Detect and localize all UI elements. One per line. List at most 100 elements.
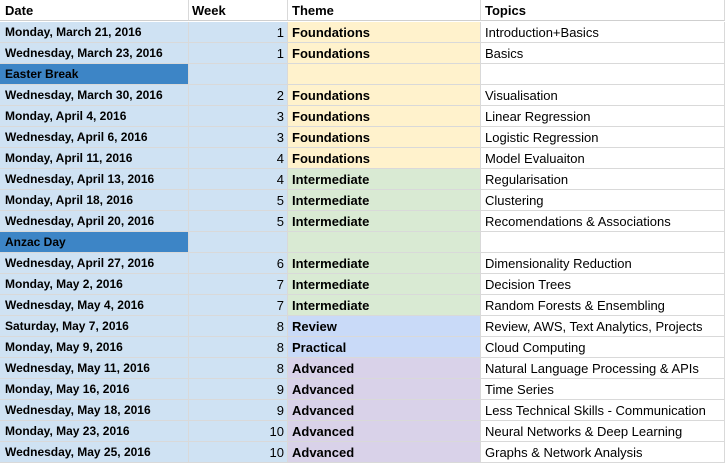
theme-cell[interactable]: Foundations [288,43,481,64]
theme-cell[interactable]: Foundations [288,148,481,169]
topic-cell[interactable]: Decision Trees [481,274,725,295]
theme-cell[interactable]: Intermediate [288,211,481,232]
week-cell[interactable]: 8 [189,337,288,358]
table-row: Monday, April 18, 2016 5 Intermediate Clust… [0,190,725,211]
theme-cell[interactable]: Review [288,316,481,337]
table-row: Monday, March 21, 2016 1 Foundations Introd… [0,22,725,43]
date-cell[interactable]: Monday, March 21, 2016 [0,22,189,43]
table-row: Wednesday, April 6, 2016 3 Foundations Logi… [0,127,725,148]
week-cell[interactable]: 2 [189,85,288,106]
week-cell[interactable]: 7 [189,274,288,295]
theme-cell[interactable]: Advanced [288,442,481,463]
topic-cell[interactable]: Neural Networks & Deep Learning [481,421,725,442]
date-cell[interactable]: Wednesday, May 25, 2016 [0,442,189,463]
theme-cell[interactable]: Intermediate [288,253,481,274]
date-cell[interactable]: Wednesday, April 6, 2016 [0,127,189,148]
topic-cell[interactable]: Model Evaluaiton [481,148,725,169]
theme-cell[interactable]: Intermediate [288,295,481,316]
topic-cell[interactable]: Logistic Regression [481,127,725,148]
date-cell[interactable]: Wednesday, March 30, 2016 [0,85,189,106]
week-cell[interactable]: 8 [189,316,288,337]
header-week[interactable]: Week [189,0,288,21]
week-cell[interactable]: 9 [189,400,288,421]
theme-cell[interactable]: Foundations [288,85,481,106]
table-row: Wednesday, May 18, 2016 9 Advanced Less Tec… [0,400,725,421]
topic-cell[interactable] [481,232,725,253]
topic-cell[interactable]: Linear Regression [481,106,725,127]
theme-cell[interactable] [288,232,481,253]
table-row: Monday, May 16, 2016 9 Advanced Time Series [0,379,725,400]
table-row: Anzac Day [0,232,725,253]
date-cell[interactable]: Wednesday, May 18, 2016 [0,400,189,421]
theme-cell[interactable]: Foundations [288,127,481,148]
week-cell[interactable]: 10 [189,421,288,442]
theme-cell[interactable]: Intermediate [288,169,481,190]
week-cell[interactable]: 9 [189,379,288,400]
table-row: Monday, April 4, 2016 3 Foundations Linear … [0,106,725,127]
date-cell[interactable]: Monday, May 16, 2016 [0,379,189,400]
week-cell[interactable]: 10 [189,442,288,463]
date-cell[interactable]: Wednesday, April 20, 2016 [0,211,189,232]
week-cell[interactable]: 5 [189,211,288,232]
topic-cell[interactable]: Regularisation [481,169,725,190]
week-cell[interactable]: 1 [189,43,288,64]
topic-cell[interactable]: Review, AWS, Text Analytics, Projects [481,316,725,337]
week-cell[interactable]: 1 [189,22,288,43]
week-cell[interactable]: 4 [189,169,288,190]
week-cell[interactable] [189,64,288,85]
table-row: Wednesday, May 11, 2016 8 Advanced Natural … [0,358,725,379]
week-cell[interactable]: 3 [189,106,288,127]
topic-cell[interactable]: Natural Language Processing & APIs [481,358,725,379]
date-cell[interactable]: Monday, April 18, 2016 [0,190,189,211]
theme-cell[interactable]: Practical [288,337,481,358]
theme-cell[interactable]: Intermediate [288,190,481,211]
topic-cell[interactable]: Introduction+Basics [481,22,725,43]
date-cell[interactable]: Wednesday, April 27, 2016 [0,253,189,274]
topic-cell[interactable]: Random Forests & Ensembling [481,295,725,316]
break-label-cell[interactable]: Anzac Day [0,232,189,253]
topic-cell[interactable] [481,64,725,85]
week-cell[interactable]: 3 [189,127,288,148]
week-cell[interactable]: 8 [189,358,288,379]
topic-cell[interactable]: Recomendations & Associations [481,211,725,232]
theme-cell[interactable] [288,64,481,85]
date-cell[interactable]: Monday, May 2, 2016 [0,274,189,295]
table-row: Wednesday, April 27, 2016 6 Intermediate Di… [0,253,725,274]
theme-cell[interactable]: Advanced [288,400,481,421]
date-cell[interactable]: Monday, April 11, 2016 [0,148,189,169]
topic-cell[interactable]: Clustering [481,190,725,211]
date-cell[interactable]: Monday, May 23, 2016 [0,421,189,442]
date-cell[interactable]: Wednesday, May 11, 2016 [0,358,189,379]
topic-cell[interactable]: Time Series [481,379,725,400]
break-label-cell[interactable]: Easter Break [0,64,189,85]
week-cell[interactable]: 7 [189,295,288,316]
theme-cell[interactable]: Advanced [288,358,481,379]
week-cell[interactable]: 5 [189,190,288,211]
week-cell[interactable] [189,232,288,253]
topic-cell[interactable]: Dimensionality Reduction [481,253,725,274]
topic-cell[interactable]: Cloud Computing [481,337,725,358]
table-row: Monday, April 11, 2016 4 Foundations Model … [0,148,725,169]
week-cell[interactable]: 6 [189,253,288,274]
table-row: Wednesday, May 25, 2016 10 Advanced Graphs … [0,442,725,463]
week-cell[interactable]: 4 [189,148,288,169]
theme-cell[interactable]: Foundations [288,22,481,43]
table-row: Easter Break [0,64,725,85]
topic-cell[interactable]: Graphs & Network Analysis [481,442,725,463]
date-cell[interactable]: Wednesday, March 23, 2016 [0,43,189,64]
theme-cell[interactable]: Intermediate [288,274,481,295]
header-topics[interactable]: Topics [481,0,725,21]
topic-cell[interactable]: Visualisation [481,85,725,106]
header-date[interactable]: Date [0,0,189,21]
date-cell[interactable]: Monday, April 4, 2016 [0,106,189,127]
date-cell[interactable]: Wednesday, May 4, 2016 [0,295,189,316]
header-theme[interactable]: Theme [288,0,481,21]
date-cell[interactable]: Wednesday, April 13, 2016 [0,169,189,190]
theme-cell[interactable]: Advanced [288,379,481,400]
theme-cell[interactable]: Advanced [288,421,481,442]
theme-cell[interactable]: Foundations [288,106,481,127]
topic-cell[interactable]: Less Technical Skills - Communication [481,400,725,421]
date-cell[interactable]: Monday, May 9, 2016 [0,337,189,358]
topic-cell[interactable]: Basics [481,43,725,64]
date-cell[interactable]: Saturday, May 7, 2016 [0,316,189,337]
